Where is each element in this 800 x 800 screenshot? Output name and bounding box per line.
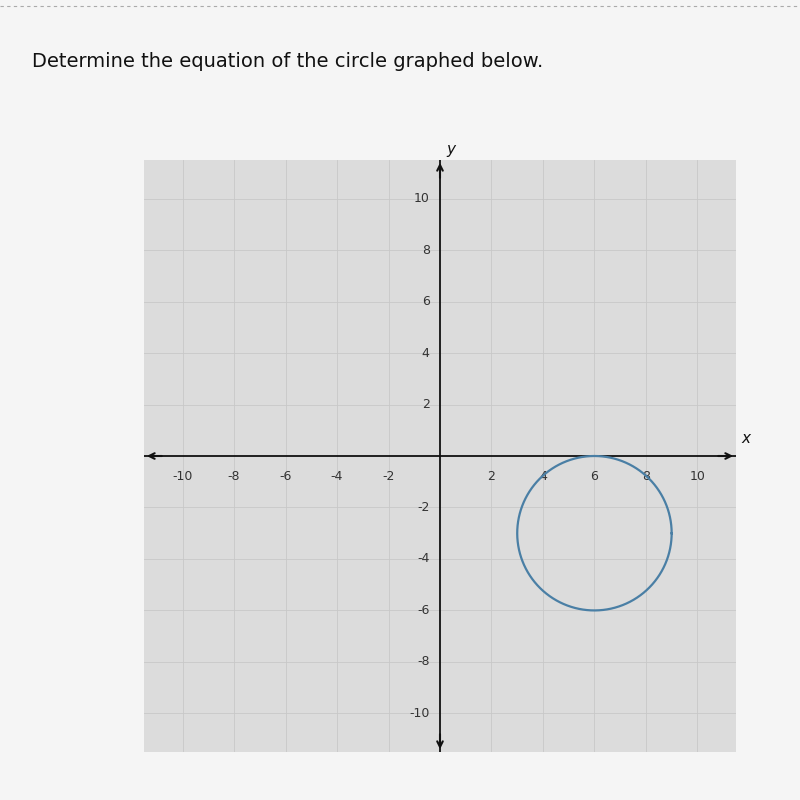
Text: -6: -6	[418, 604, 430, 617]
Text: -2: -2	[418, 501, 430, 514]
Text: -4: -4	[418, 553, 430, 566]
Text: x: x	[741, 430, 750, 446]
Text: y: y	[446, 142, 455, 158]
Text: -4: -4	[331, 470, 343, 483]
Text: 2: 2	[422, 398, 430, 411]
Text: 2: 2	[487, 470, 495, 483]
Text: 10: 10	[414, 192, 430, 205]
Text: 6: 6	[590, 470, 598, 483]
Text: 4: 4	[539, 470, 547, 483]
Text: -6: -6	[279, 470, 292, 483]
Text: 4: 4	[422, 346, 430, 359]
Text: -10: -10	[173, 470, 193, 483]
Text: -2: -2	[382, 470, 394, 483]
Text: 10: 10	[690, 470, 706, 483]
Text: 8: 8	[642, 470, 650, 483]
Text: 6: 6	[422, 295, 430, 308]
Text: -8: -8	[418, 655, 430, 669]
Text: -10: -10	[410, 707, 430, 720]
Text: 8: 8	[422, 243, 430, 257]
Text: Determine the equation of the circle graphed below.: Determine the equation of the circle gra…	[32, 52, 543, 71]
Text: -8: -8	[228, 470, 240, 483]
